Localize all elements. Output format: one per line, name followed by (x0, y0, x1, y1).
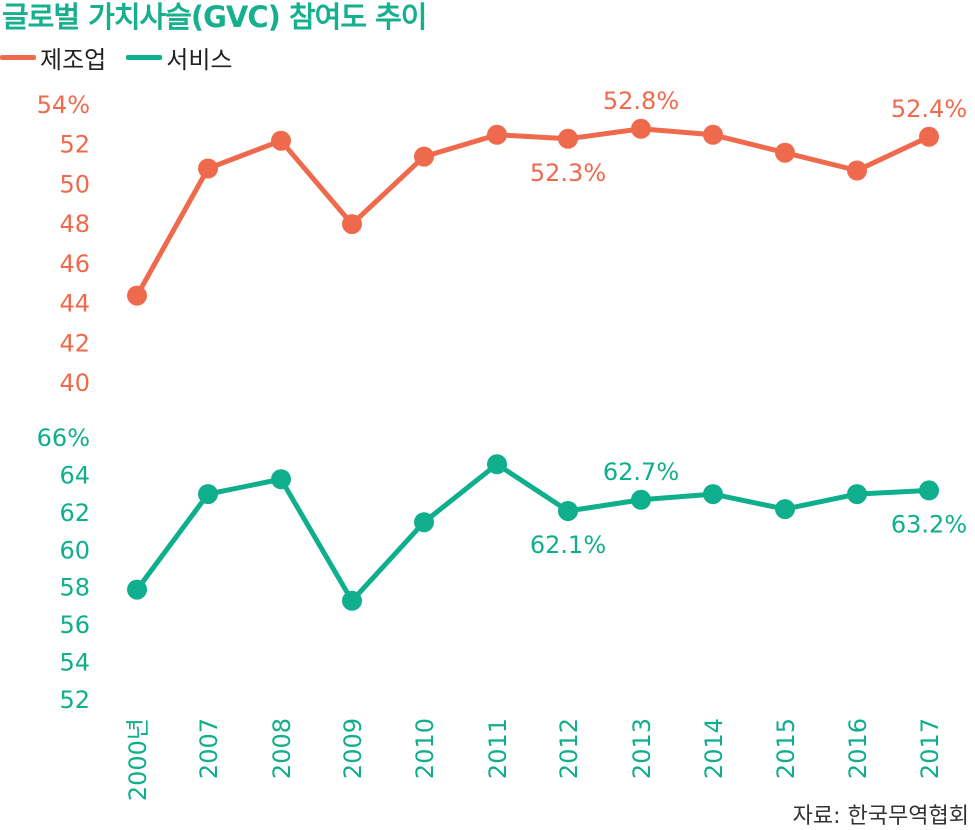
legend-swatch-manufacturing (0, 54, 36, 60)
data-point-services (919, 480, 939, 501)
data-point-services (703, 484, 723, 505)
y-tick-label-services: 58 (59, 574, 90, 602)
y-tick-label-services: 66% (37, 424, 90, 452)
data-point-manufacturing (271, 130, 291, 151)
y-tick-label-manufacturing: 48 (59, 210, 90, 238)
y-tick-label-manufacturing: 46 (59, 250, 90, 278)
data-label-services: 62.7% (603, 458, 679, 486)
x-tick-label: 2007 (195, 718, 223, 779)
y-tick-label-manufacturing: 40 (59, 369, 90, 397)
data-label-services: 62.1% (530, 531, 606, 559)
data-point-manufacturing (703, 124, 723, 145)
x-tick-label: 2017 (916, 718, 944, 779)
series-line-services (134, 461, 932, 604)
y-tick-label-manufacturing: 50 (59, 170, 90, 198)
data-point-services (775, 499, 795, 520)
legend: 제조업 서비스 (0, 40, 253, 75)
data-point-manufacturing (198, 158, 218, 179)
x-tick-label: 2012 (555, 718, 583, 779)
y-tick-label-manufacturing: 44 (59, 290, 90, 318)
legend-item-manufacturing: 제조업 (0, 40, 106, 75)
data-point-manufacturing (487, 124, 507, 145)
x-tick-label: 2011 (484, 718, 512, 779)
data-point-services (558, 501, 578, 521)
legend-label-services: 서비스 (166, 45, 233, 74)
data-point-manufacturing (342, 214, 362, 235)
data-point-services (127, 579, 147, 600)
x-tick-label: 2009 (339, 718, 367, 779)
y-tick-label-services: 52 (59, 686, 90, 714)
data-point-manufacturing (558, 128, 578, 149)
y-tick-label-services: 56 (59, 611, 90, 639)
legend-item-services: 서비스 (126, 40, 233, 75)
data-point-services (198, 484, 218, 505)
source-note: 자료: 한국무역협회 (792, 804, 969, 829)
y-tick-label-services: 62 (59, 499, 90, 527)
data-point-manufacturing (775, 142, 795, 163)
y-tick-label-services: 64 (59, 461, 90, 489)
y-tick-label-manufacturing: 42 (59, 329, 90, 357)
data-point-manufacturing (919, 126, 939, 147)
x-tick-label: 2008 (268, 718, 296, 779)
data-point-services (271, 469, 291, 490)
y-tick-label-manufacturing: 52 (59, 131, 90, 159)
x-tick-label: 2014 (700, 718, 728, 779)
y-tick-label-manufacturing: 54% (37, 91, 90, 119)
legend-swatch-services (126, 54, 163, 60)
data-point-manufacturing (847, 160, 867, 181)
x-tick-label: 2010 (411, 718, 439, 779)
data-point-services (631, 489, 651, 510)
data-point-services (342, 590, 362, 611)
x-tick-label: 2015 (772, 718, 800, 779)
x-tick-label: 2013 (628, 718, 656, 779)
y-tick-label-services: 54 (59, 649, 90, 677)
data-label-services: 63.2% (891, 510, 967, 538)
data-point-services (487, 454, 507, 475)
data-point-manufacturing (127, 285, 147, 306)
data-label-manufacturing: 52.3% (530, 159, 606, 187)
data-point-manufacturing (631, 118, 651, 139)
data-label-manufacturing: 52.4% (891, 95, 967, 123)
y-tick-label-services: 60 (59, 536, 90, 564)
series-line-manufacturing (134, 126, 932, 299)
data-point-manufacturing (414, 146, 434, 167)
legend-label-manufacturing: 제조업 (40, 45, 107, 74)
data-label-manufacturing: 52.8% (603, 87, 679, 115)
chart-title: 글로벌 가치사슬(GVC) 참여도 추이 (2, 0, 427, 34)
data-point-services (847, 484, 867, 505)
x-tick-label: 2016 (844, 718, 872, 779)
data-point-services (414, 512, 434, 533)
x-tick-label: 2000년 (124, 718, 152, 801)
